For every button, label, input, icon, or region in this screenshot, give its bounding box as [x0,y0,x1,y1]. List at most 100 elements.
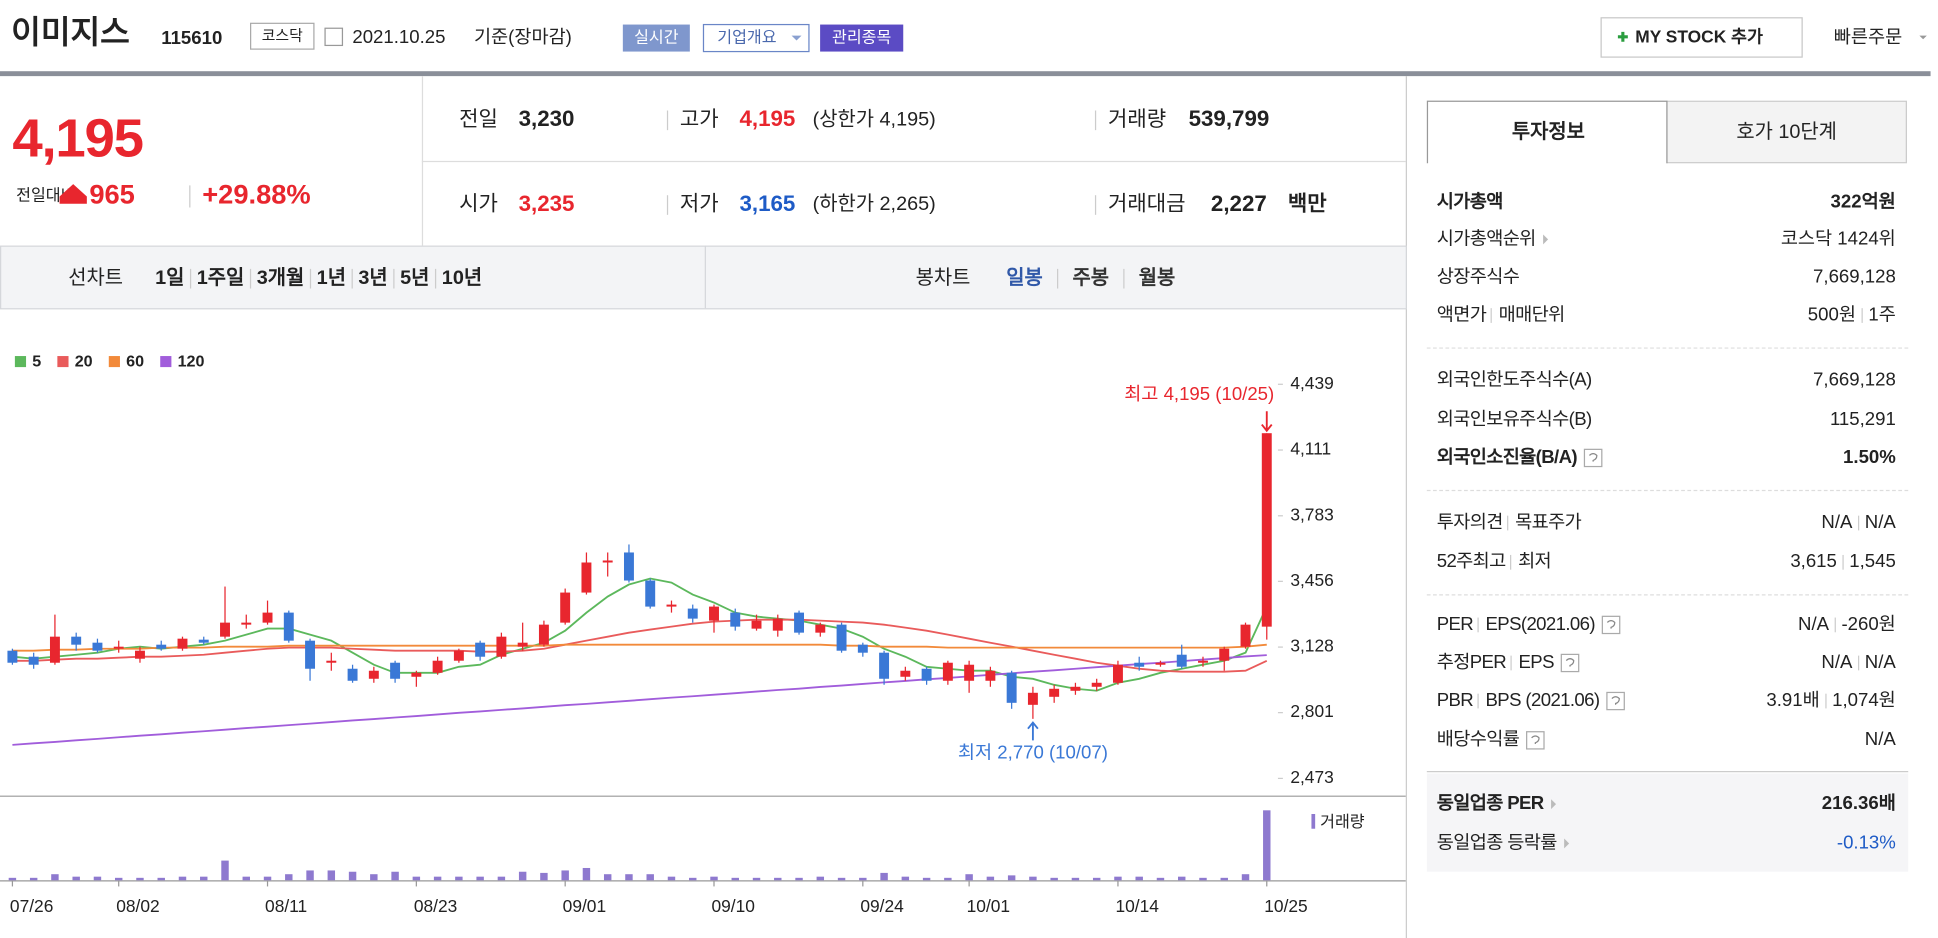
volume-bar [1071,877,1080,881]
candle-body [368,670,379,679]
period[interactable]: 1일 [155,267,184,289]
row-label: 동일업종 등락률 [1437,831,1558,852]
dropdown-caret [791,35,802,41]
volume-bar [710,876,718,881]
candle-body [92,642,103,651]
row-value: 코스닥 1424위 [1781,227,1896,248]
volume-bar [93,876,102,881]
candle-body [347,668,358,681]
tab-active[interactable] [1426,100,1668,164]
row-label: BPS (2021.06) [1486,689,1600,710]
period[interactable]: 일봉 [1006,267,1043,289]
help-glyph [1588,453,1598,462]
candle-body [198,639,209,643]
period[interactable]: 월봉 [1139,267,1176,289]
volume-bar [986,876,995,881]
period[interactable]: 10년 [442,267,482,289]
candle-body [794,612,805,633]
volume-bar [1220,877,1228,881]
industry-box [1426,773,1909,872]
row-value: 1주 [1868,303,1895,324]
row-label: 52주최고 [1437,550,1507,571]
legend-label: 60 [126,352,144,370]
managed-label: 관리종목 [832,28,891,46]
x-tick-label: 07/26 [10,896,53,916]
x-tick-label: 09/01 [563,896,606,916]
volume-bar [1092,877,1101,881]
period[interactable]: 5년 [400,267,429,289]
row-label: 액면가 [1437,303,1487,324]
candle-body [156,644,167,649]
help-icon[interactable] [1583,448,1603,468]
stat-value: 2,227 [1211,191,1267,216]
period[interactable]: 주봉 [1073,267,1110,289]
volume-bar [1114,876,1122,881]
candle-body [900,670,911,677]
row-label: EPS [1519,651,1555,672]
candle-body [326,660,337,663]
realtime-button[interactable] [622,24,690,52]
candle-body [453,650,464,661]
tab-inactive[interactable] [1666,100,1907,164]
candle-body [1070,686,1081,691]
candle-body [1155,662,1166,665]
quick-order[interactable]: 빠른주문 [1834,26,1902,47]
volume-bar [667,876,676,881]
volume-bar [603,874,612,881]
row-label: 최저 [1518,550,1551,571]
row-label: PBR [1437,689,1474,710]
volume-bar [327,870,336,881]
row-label: 배당수익률 [1437,728,1520,749]
help-icon[interactable] [1526,731,1545,750]
x-tick-label: 10/01 [967,896,1010,916]
volume-bar [1263,810,1271,881]
candle-body [113,646,124,649]
candle-body [687,608,698,619]
help-icon[interactable] [1560,653,1580,673]
x-tick-label: 10/14 [1115,896,1159,916]
candle-body [815,624,826,633]
volume-bar [518,871,527,881]
candle-body [1134,662,1145,667]
candle-body [262,612,273,623]
high-arrow [1261,411,1273,433]
volume-bar [582,867,591,881]
period[interactable]: 1주일 [197,267,245,289]
row-label: 시가총액순위 [1437,227,1536,248]
volume-bar [412,876,421,881]
candle-body [1027,692,1038,705]
stat-unit: 백만 [1288,193,1327,216]
moving-average [12,643,1267,652]
volume-bar [497,876,506,881]
y-tick-label: 3,128 [1290,636,1333,656]
mystock-button[interactable] [1600,17,1803,58]
company-button[interactable] [702,23,810,53]
link-arrow [1564,838,1570,849]
volume-bar [646,874,654,881]
candle-body [1091,682,1102,687]
y-tick-label: 3,456 [1290,570,1333,590]
stat-extra: (상한가 4,195) [813,109,936,131]
help-icon[interactable] [1601,615,1621,635]
help-icon[interactable] [1606,691,1625,711]
x-tick-label: 10/25 [1264,896,1307,916]
moving-average [12,618,1268,673]
row-value: 216.36배 [1822,792,1896,813]
row-label: 외국인한도주식수(A) [1437,369,1592,390]
stat-label: 저가 [680,193,719,216]
help-glyph [1611,696,1620,705]
row-value: 3.91배 [1766,689,1819,710]
candle-body [177,638,188,649]
volume-legend: 거래량 [1320,813,1365,831]
row-label: 외국인보유주식수(B) [1437,408,1592,429]
candle-body [985,670,996,681]
stat-label: 전일 [459,108,498,131]
stat-value: 3,230 [519,106,575,131]
volume-bar [922,877,931,881]
candle-body [560,592,571,623]
period[interactable]: 3년 [358,267,387,289]
candle-body [305,640,316,669]
candle-body [241,622,252,625]
period[interactable]: 1년 [317,267,346,289]
period[interactable]: 3개월 [257,267,305,289]
